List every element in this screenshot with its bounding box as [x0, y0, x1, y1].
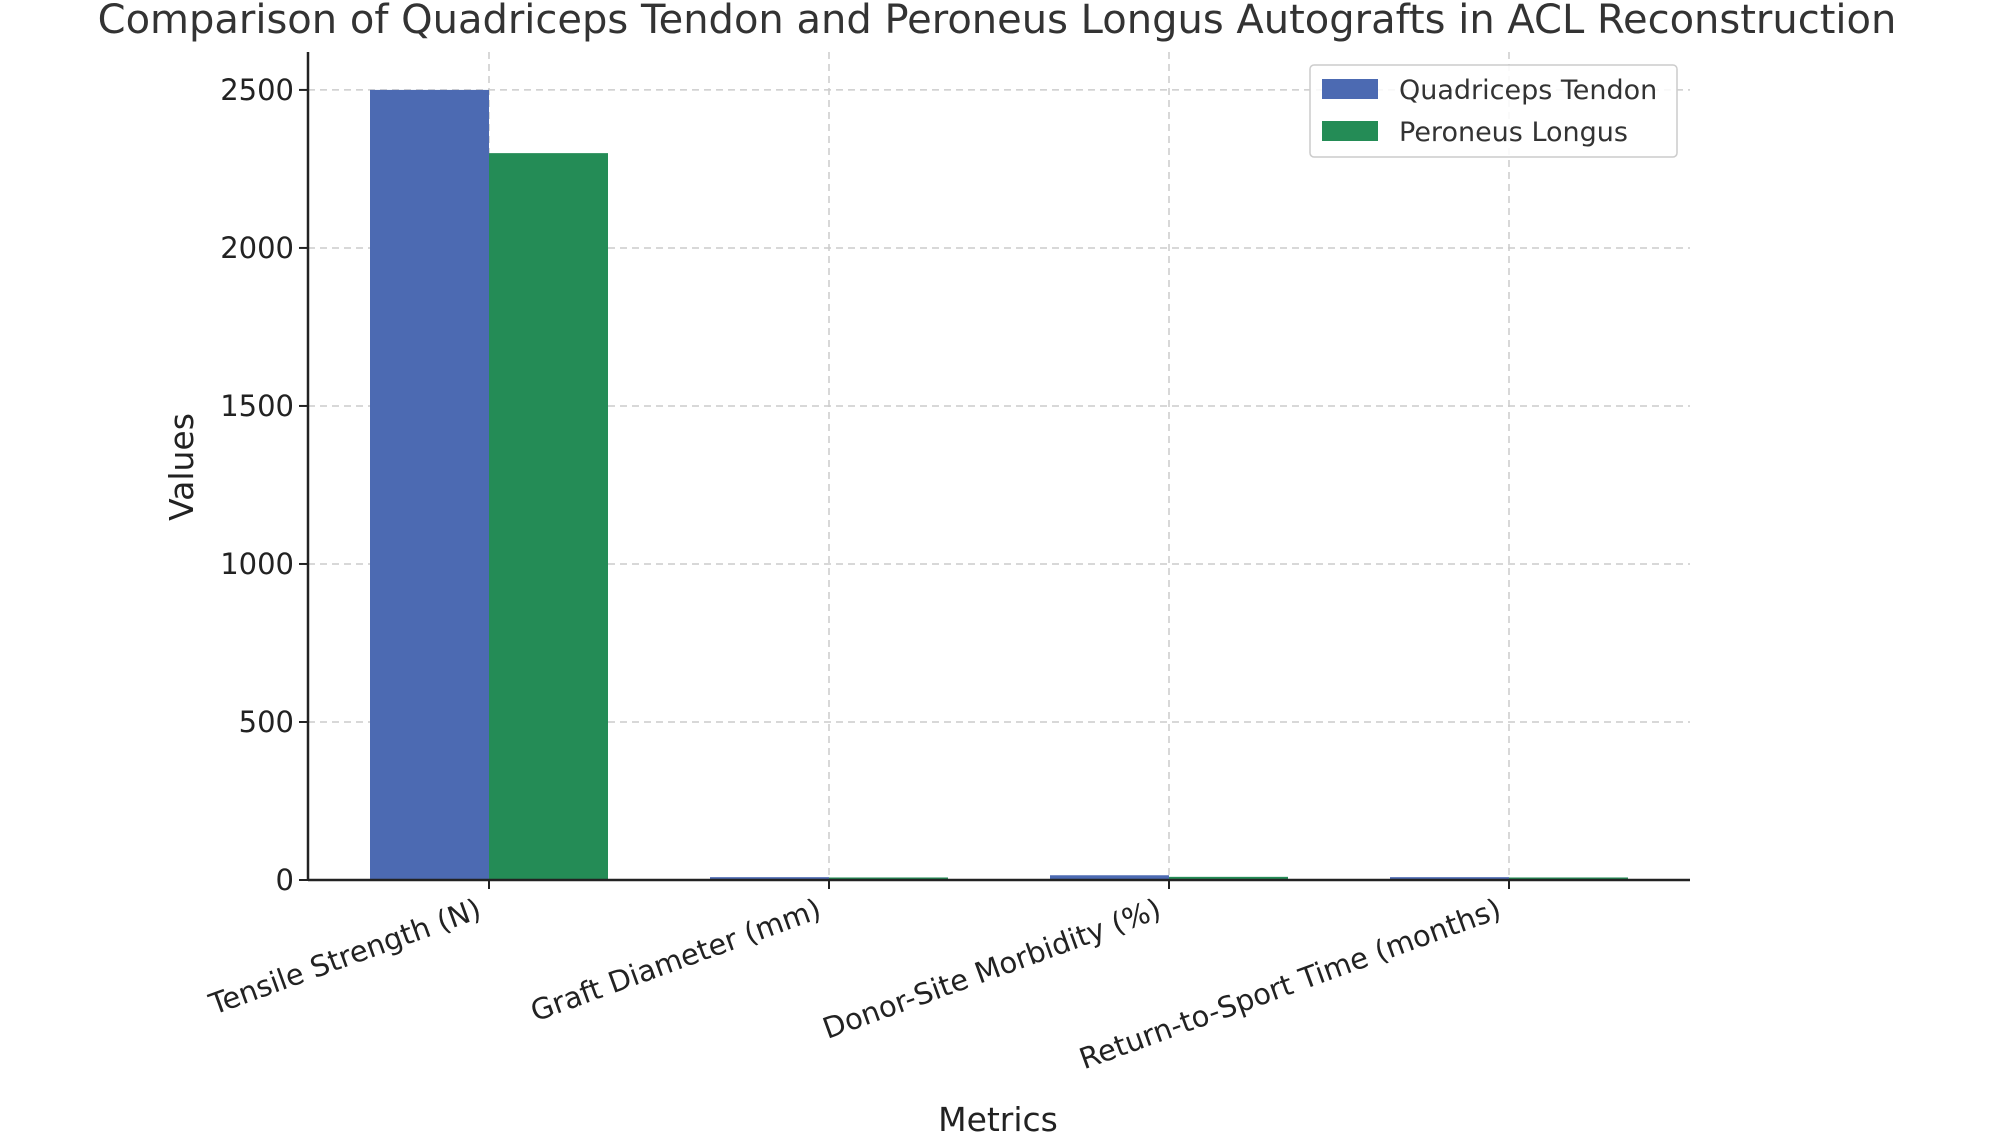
legend: Quadriceps Tendon Peroneus Longus — [1309, 64, 1678, 158]
y-axis-label: Values — [162, 413, 201, 521]
bar-peroneus — [489, 153, 608, 881]
bar-peroneus — [829, 877, 948, 880]
y-tick-label: 0 — [276, 863, 294, 897]
bar-quadriceps — [1390, 877, 1509, 880]
bar-quadriceps — [710, 877, 829, 880]
bars — [370, 89, 1628, 881]
bar-peroneus — [1169, 876, 1288, 880]
bar-peroneus — [1509, 877, 1628, 880]
chart-title: Comparison of Quadriceps Tendon and Pero… — [98, 0, 1897, 43]
y-tick-label: 2500 — [220, 73, 294, 107]
x-tick-label: Tensile Strength (N) — [204, 892, 486, 1022]
y-tick-label: 2000 — [220, 231, 294, 265]
legend-label: Quadriceps Tendon — [1399, 75, 1657, 106]
y-tick-label: 1000 — [220, 547, 294, 581]
legend-swatch — [1322, 79, 1378, 99]
legend-label: Peroneus Longus — [1399, 117, 1628, 148]
x-tick-label: Graft Diameter (mm) — [526, 892, 825, 1029]
x-axis-label: Metrics — [938, 1100, 1058, 1133]
x-tick-label: Donor-Site Morbidity (%) — [818, 892, 1165, 1046]
legend-swatch — [1322, 121, 1378, 141]
y-tick-label: 1500 — [220, 389, 294, 423]
y-tick-label: 500 — [239, 705, 294, 739]
legend-box — [1309, 64, 1678, 158]
bar-quadriceps — [370, 89, 489, 881]
bar-quadriceps — [1050, 875, 1169, 880]
